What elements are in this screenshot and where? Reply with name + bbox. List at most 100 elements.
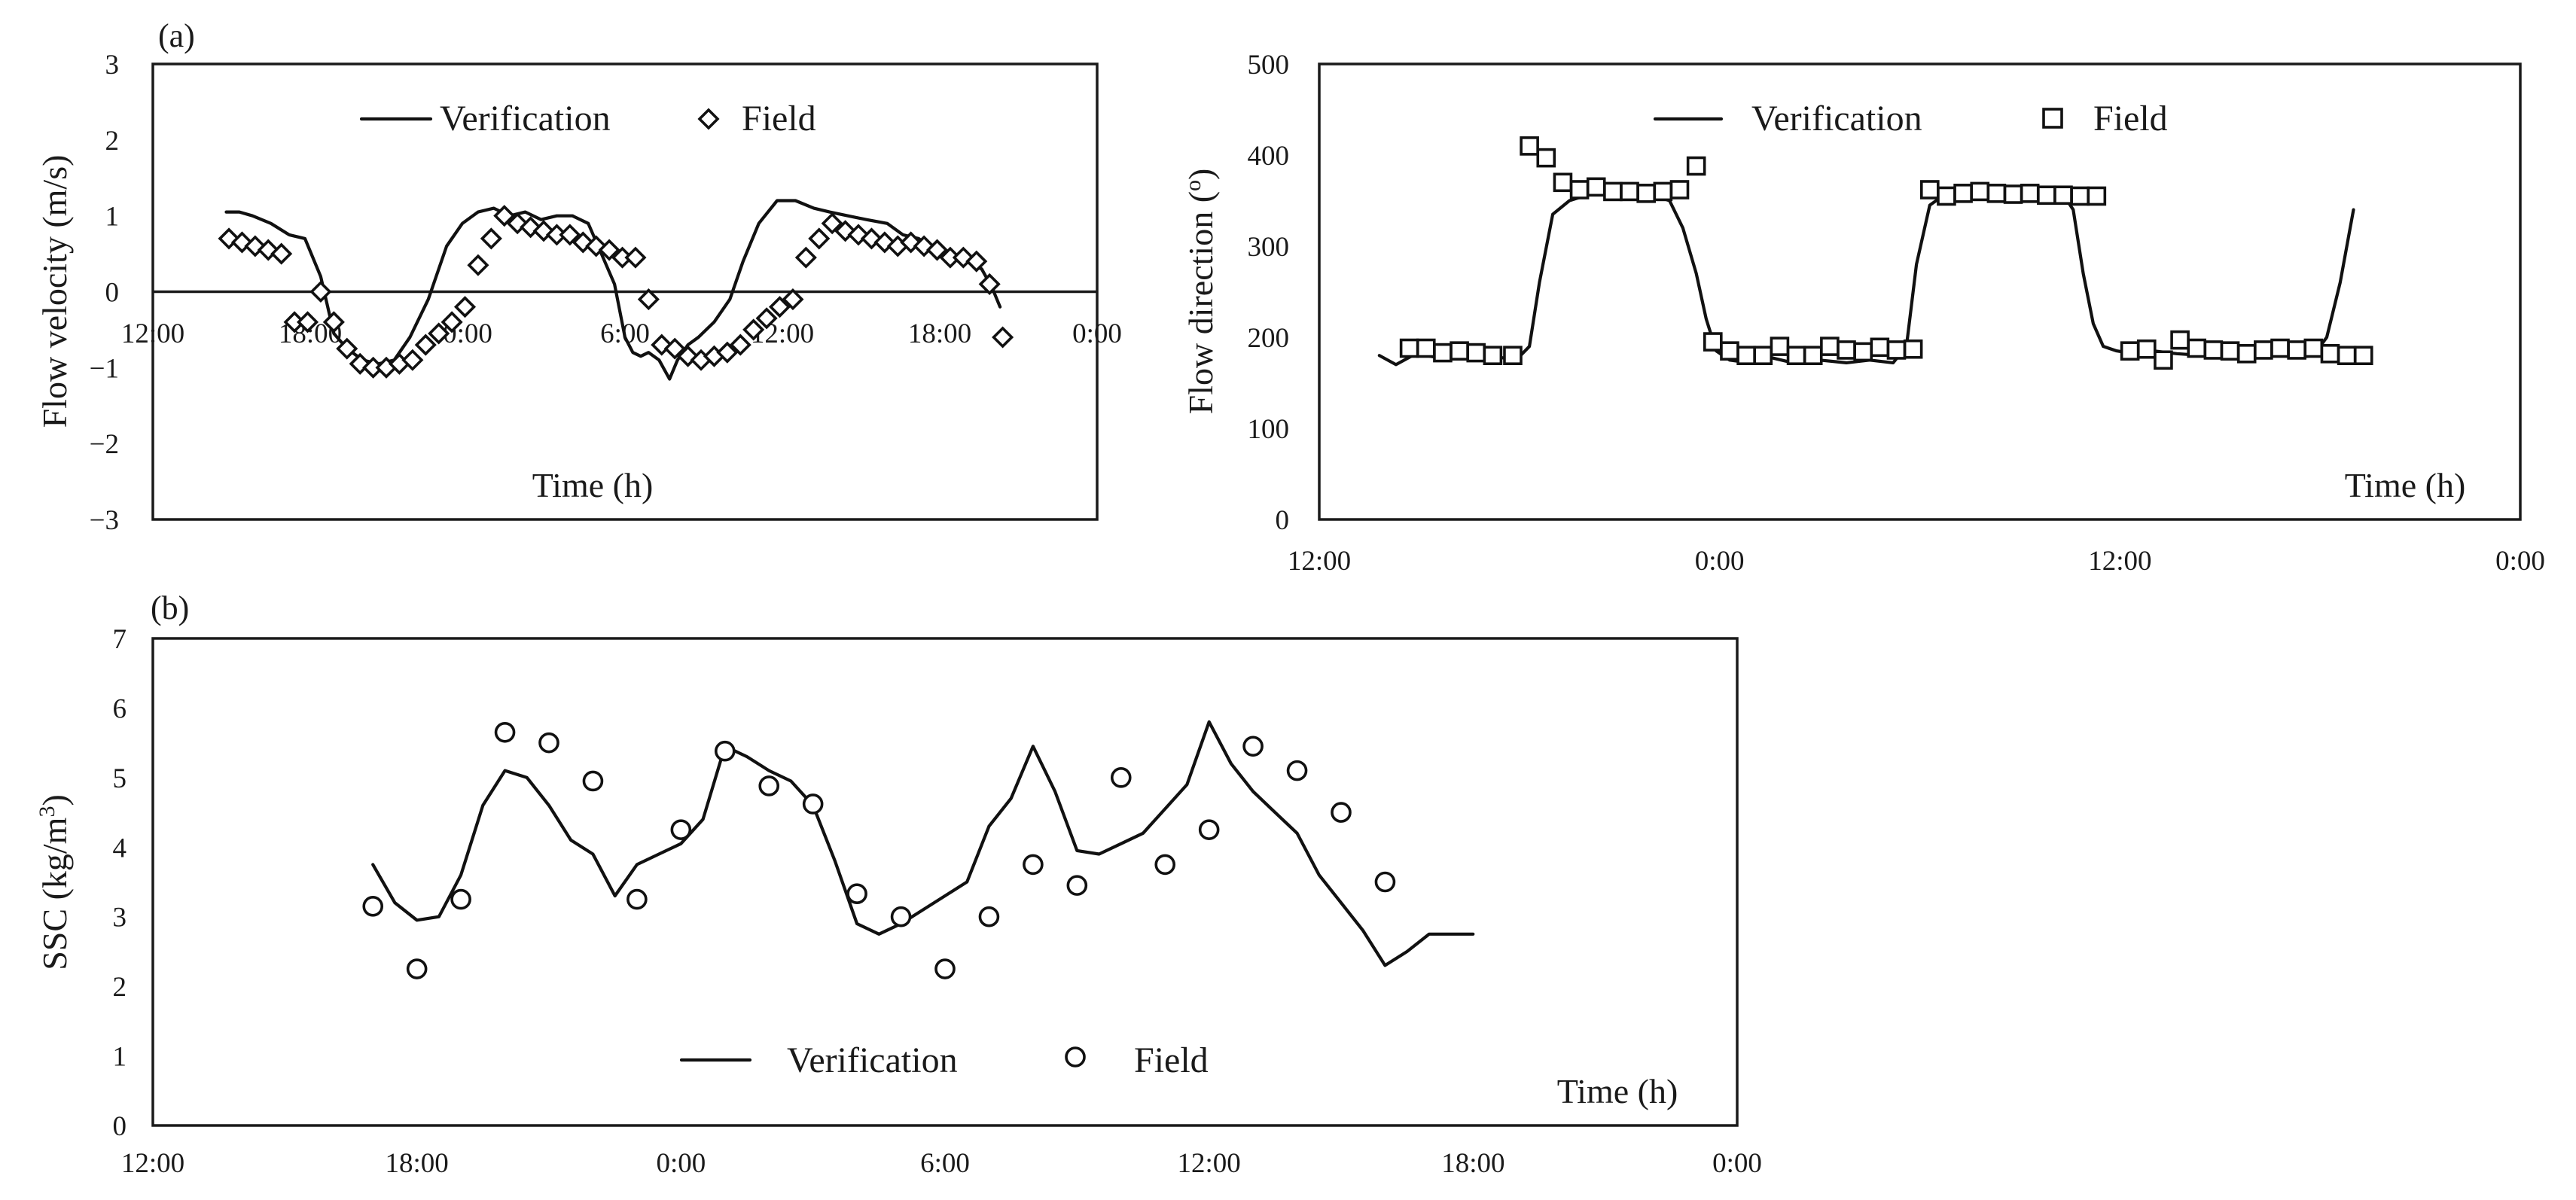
direction-field-point (2087, 186, 2107, 206)
ssc-legend-circle-swatch (1065, 1046, 1086, 1068)
direction-field-point (2003, 184, 2023, 204)
velocity-field-point (453, 296, 477, 318)
ssc-y-tick-label: 0 (113, 1111, 127, 1142)
velocity-field-point (768, 296, 791, 318)
velocity-field-point (493, 205, 516, 227)
velocity-y-tick-label: −2 (90, 429, 119, 460)
panel-label-a: (a) (158, 17, 195, 54)
ssc-field-point (582, 770, 604, 792)
direction-field-point (1620, 181, 1639, 202)
ssc-x-tick-label: 6:00 (920, 1148, 970, 1179)
direction-field-point (1553, 172, 1573, 193)
velocity-field-point (441, 311, 463, 334)
direction-legend-square-swatch (2042, 108, 2063, 129)
ssc-field-point (1374, 871, 1396, 893)
velocity-field-point (559, 224, 581, 246)
direction-legend: Verification Field (1653, 99, 2168, 139)
ssc-y-tick-label: 5 (113, 763, 127, 794)
direction-field-point (2136, 339, 2157, 359)
velocity-x-tick-label: 18:00 (908, 318, 971, 349)
direction-x-tick-label: 0:00 (2495, 546, 2545, 577)
ssc-field-point (1242, 736, 1264, 757)
direction-field-point (1720, 341, 1739, 361)
ssc-field-point (978, 906, 1000, 927)
direction-field-markers (1399, 136, 2373, 370)
ssc-field-point (1154, 854, 1176, 876)
direction-panel: 500 400 300 200 100 0 12:00 0:00 12:00 0:00 Flow… (1181, 50, 2545, 577)
velocity-field-point (520, 216, 542, 239)
direction-field-point (1770, 337, 1790, 356)
ssc-x-axis-title: Time (h) (1557, 1072, 1678, 1110)
direction-legend-verification: Verification (1751, 99, 1922, 139)
velocity-field-point (782, 288, 804, 311)
velocity-field-point (296, 311, 319, 334)
direction-field-point (2220, 341, 2240, 361)
direction-field-point (1399, 338, 1419, 358)
direction-field-point (1753, 346, 1773, 366)
ssc-x-tick-label: 18:00 (1441, 1148, 1504, 1179)
velocity-x-tick-labels: 12:00 18:00 0:00 6:00 12:00 18:00 0:00 (121, 318, 1122, 349)
direction-field-point (1903, 339, 1923, 359)
direction-field-point (1786, 346, 1806, 366)
direction-field-point (1450, 341, 1469, 361)
ssc-x-tick-label: 18:00 (386, 1148, 449, 1179)
velocity-field-point (218, 227, 240, 250)
direction-plot-frame (1318, 62, 2522, 521)
direction-field-point (1536, 148, 1556, 168)
direction-field-point (2037, 185, 2056, 206)
velocity-field-point (532, 220, 555, 242)
ssc-field-point (846, 883, 867, 905)
ssc-field-point (450, 888, 471, 910)
direction-y-tick-label: 300 (1248, 232, 1290, 263)
direction-field-point (1503, 346, 1523, 366)
ssc-verification-line (371, 720, 1475, 967)
direction-field-point (2303, 338, 2324, 358)
velocity-x-tick-label: 0:00 (1072, 318, 1122, 349)
direction-x-tick-label: 12:00 (2088, 546, 2151, 577)
velocity-y-axis-title: Flow velocity (m/s) (35, 155, 74, 428)
velocity-field-point (309, 280, 332, 303)
velocity-field-point (349, 352, 371, 375)
direction-field-point (2353, 346, 2373, 366)
ssc-x-tick-label: 0:00 (656, 1148, 706, 1179)
ssc-field-point (1066, 875, 1088, 896)
ssc-field-point (538, 732, 559, 754)
direction-field-point (1886, 340, 1907, 360)
direction-field-point (2203, 340, 2224, 360)
velocity-field-point (992, 326, 1014, 349)
ssc-y-tick-label: 3 (113, 903, 127, 934)
direction-field-point (2270, 338, 2290, 358)
direction-field-point (1433, 343, 1453, 363)
ssc-x-tick-labels: 12:00 18:00 0:00 6:00 12:00 18:00 0:00 (121, 1148, 1762, 1179)
velocity-field-point (270, 242, 293, 265)
velocity-field-point (808, 227, 831, 250)
ssc-y-tick-label: 2 (113, 972, 127, 1003)
ssc-field-point (1110, 767, 1132, 788)
ssc-field-point (1023, 854, 1044, 876)
velocity-legend-verification: Verification (440, 99, 611, 139)
direction-field-point (1986, 184, 2007, 203)
velocity-x-tick-label: 12:00 (121, 318, 184, 349)
direction-field-point (1919, 180, 1940, 199)
direction-field-point (1937, 186, 1956, 206)
velocity-field-point (755, 307, 778, 330)
direction-y-tick-label: 500 (1248, 50, 1290, 81)
direction-field-point (1669, 180, 1690, 199)
velocity-field-point (821, 212, 843, 235)
direction-y-tick-label: 200 (1248, 323, 1290, 354)
velocity-y-tick-label: 0 (105, 278, 120, 309)
velocity-field-point (480, 227, 502, 250)
direction-field-point (1466, 343, 1486, 363)
direction-field-point (2337, 346, 2357, 366)
velocity-legend-diamond-swatch (697, 108, 720, 130)
ssc-y-tick-label: 4 (113, 833, 127, 863)
velocity-field-point (651, 334, 673, 356)
direction-field-point (1703, 332, 1723, 352)
direction-field-point (1953, 184, 1973, 203)
direction-y-tick-label: 0 (1276, 505, 1290, 536)
direction-field-point (1603, 181, 1623, 202)
direction-field-point (2254, 340, 2273, 360)
direction-field-point (2236, 343, 2257, 364)
direction-field-point (1870, 337, 1890, 358)
